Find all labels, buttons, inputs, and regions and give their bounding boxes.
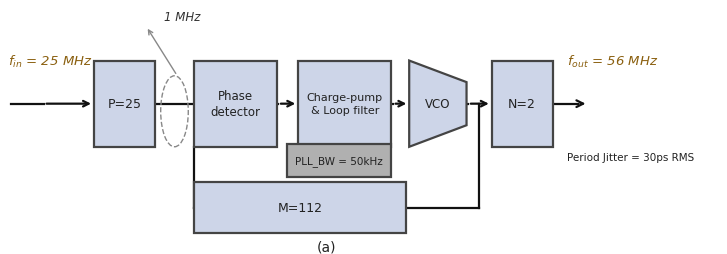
Text: (a): (a) bbox=[317, 239, 337, 253]
Bar bbox=[194, 183, 406, 233]
Bar bbox=[94, 61, 155, 147]
Text: $f_{in}$ = 25 MHz: $f_{in}$ = 25 MHz bbox=[8, 53, 92, 69]
Text: N=2: N=2 bbox=[508, 98, 536, 111]
Bar bbox=[287, 145, 391, 178]
Bar bbox=[491, 61, 553, 147]
Text: 1 MHz: 1 MHz bbox=[164, 11, 201, 24]
Text: PLL_BW = 50kHz: PLL_BW = 50kHz bbox=[295, 156, 383, 167]
Bar bbox=[194, 61, 276, 147]
Text: P=25: P=25 bbox=[108, 98, 141, 111]
Text: $f_{out}$ = 56 MHz: $f_{out}$ = 56 MHz bbox=[567, 53, 658, 69]
Polygon shape bbox=[409, 61, 467, 147]
Text: Period Jitter = 30ps RMS: Period Jitter = 30ps RMS bbox=[567, 152, 694, 162]
Text: VCO: VCO bbox=[425, 98, 451, 111]
Text: Phase
detector: Phase detector bbox=[210, 90, 260, 119]
Bar bbox=[298, 61, 391, 147]
Text: Charge-pump
& Loop filter: Charge-pump & Loop filter bbox=[307, 93, 382, 116]
Text: M=112: M=112 bbox=[278, 201, 322, 214]
